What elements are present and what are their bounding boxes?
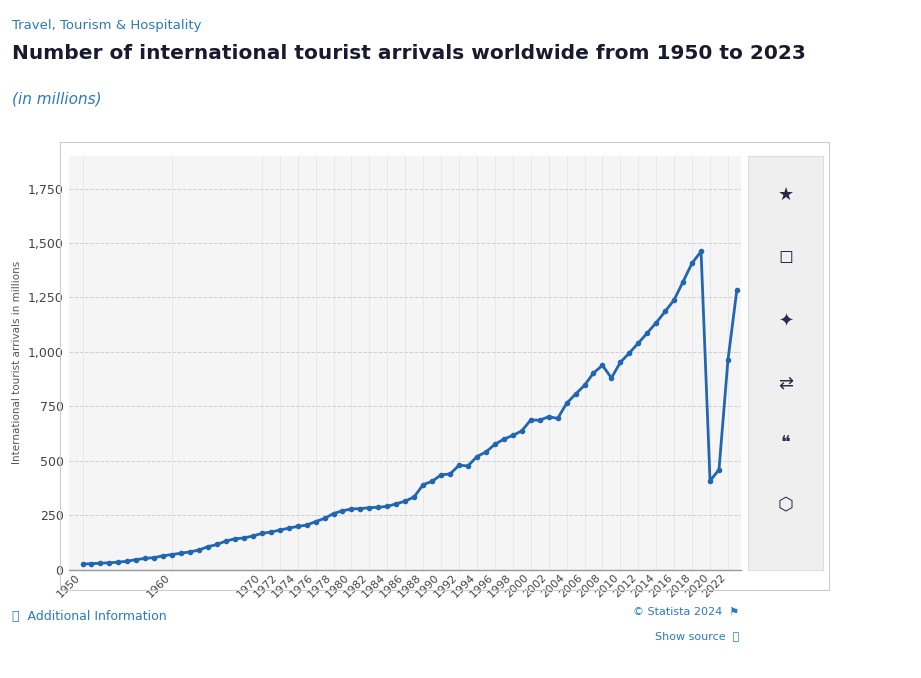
Text: ⓘ  Additional Information: ⓘ Additional Information (12, 610, 167, 623)
Text: ★: ★ (777, 186, 794, 204)
Text: ✦: ✦ (778, 313, 793, 330)
Text: (in millions): (in millions) (12, 92, 101, 106)
Y-axis label: International tourist arrivals in millions: International tourist arrivals in millio… (12, 261, 22, 464)
Text: Travel, Tourism & Hospitality: Travel, Tourism & Hospitality (12, 19, 202, 32)
Text: ◻: ◻ (778, 248, 793, 266)
Text: ⇄: ⇄ (778, 374, 793, 393)
Text: Show source  ⓘ: Show source ⓘ (656, 631, 740, 641)
Text: © Statista 2024  ⚑: © Statista 2024 ⚑ (634, 607, 740, 617)
Text: Number of international tourist arrivals worldwide from 1950 to 2023: Number of international tourist arrivals… (12, 44, 806, 63)
Text: ⬡: ⬡ (777, 496, 794, 515)
Text: ❝: ❝ (781, 435, 790, 452)
